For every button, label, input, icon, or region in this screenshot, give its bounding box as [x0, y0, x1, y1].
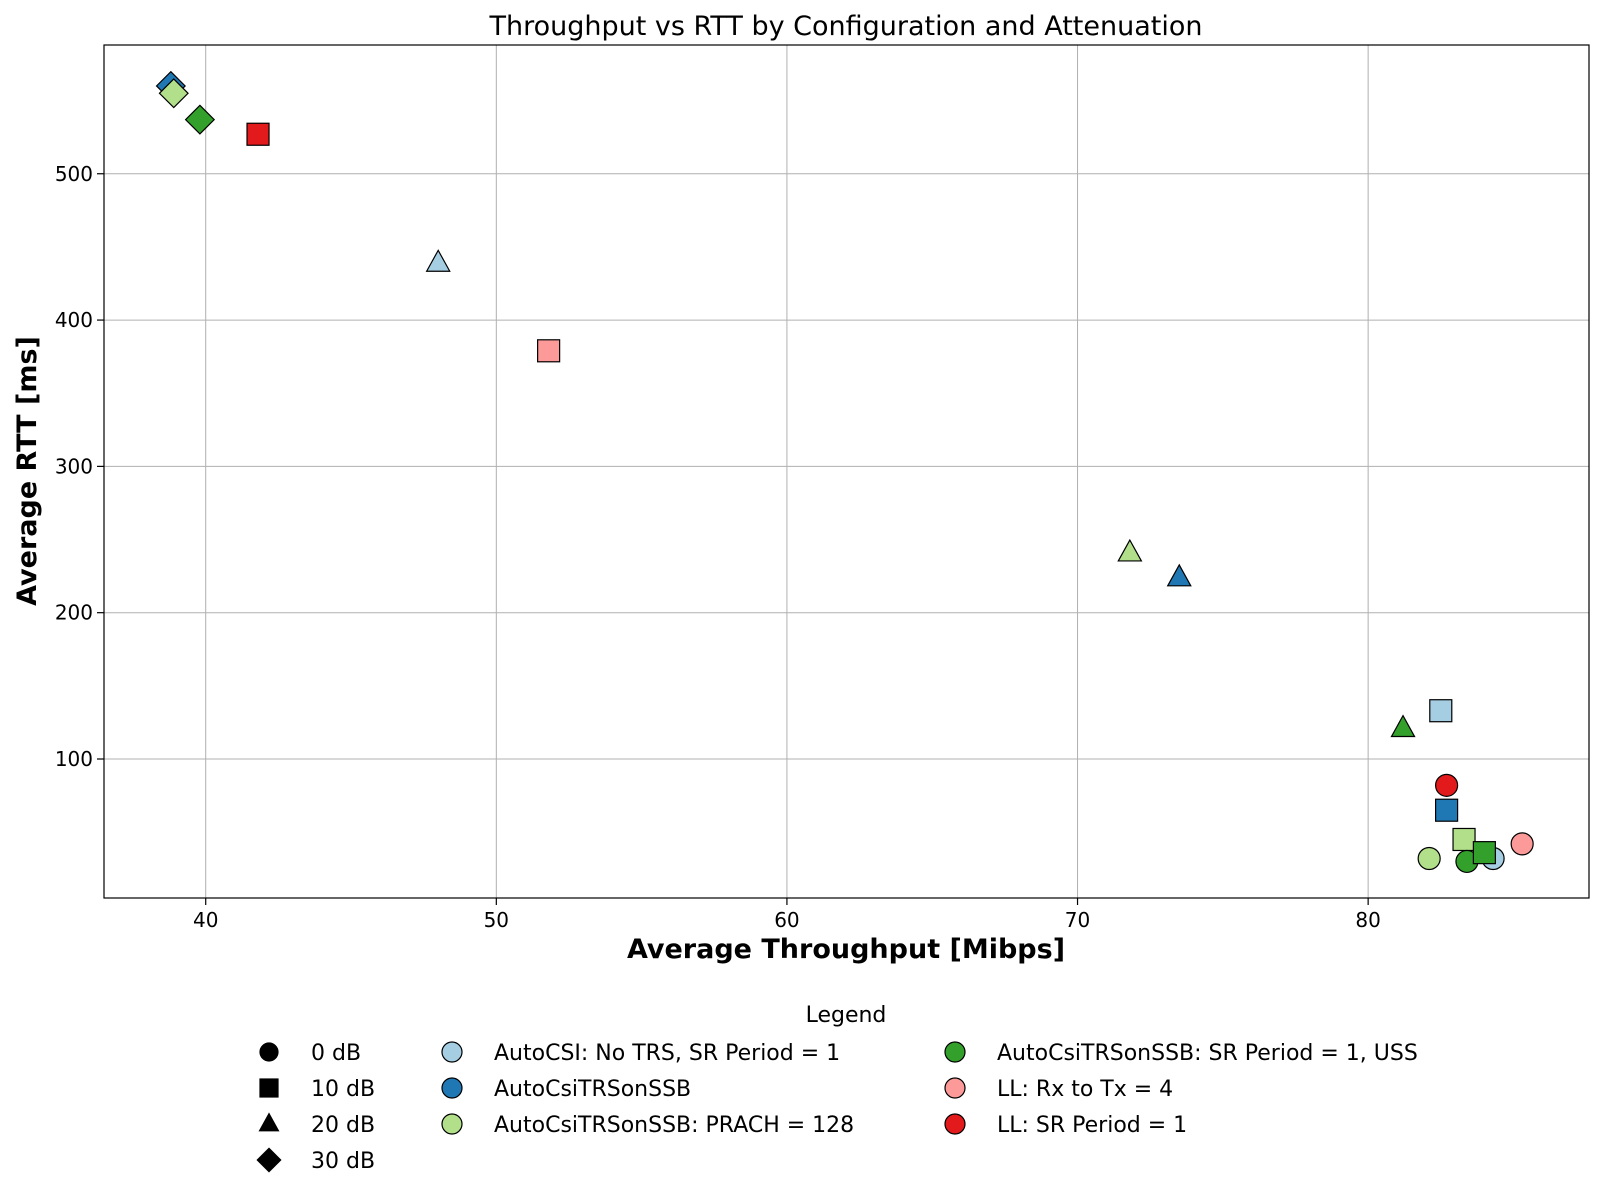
data-point	[1510, 832, 1534, 856]
data-point	[246, 122, 270, 146]
legend-attenuation-label: 30 dB	[311, 1149, 375, 1174]
y-tick-label: 200	[55, 601, 93, 625]
data-point	[1435, 798, 1459, 822]
y-axis-title: Average RTT [ms]	[12, 336, 43, 606]
legend-marker-triangle	[258, 1112, 280, 1132]
data-point	[1429, 699, 1453, 723]
data-point	[158, 78, 189, 109]
data-point	[1117, 538, 1143, 562]
x-tick-label: 80	[1355, 908, 1380, 932]
y-tick-label: 300	[55, 454, 93, 478]
y-tick-label: 500	[55, 162, 93, 186]
legend-series-label: AutoCsiTRSonSSB: PRACH = 128	[494, 1113, 854, 1138]
legend-series-marker	[441, 1041, 463, 1063]
data-point	[1390, 714, 1416, 738]
legend-title: Legend	[806, 1003, 887, 1028]
chart-title: Throughput vs RTT by Configuration and A…	[489, 11, 1203, 42]
legend-series-marker	[944, 1041, 966, 1063]
legend-marker-circle	[259, 1042, 279, 1062]
legend-series-marker	[944, 1113, 966, 1135]
legend-marker-square	[259, 1078, 279, 1098]
legend-series-label: LL: SR Period = 1	[997, 1113, 1187, 1138]
legend: Legend 0 dB 10 dB 20 dB 30 dB AutoCSI: No TR…	[256, 1003, 1418, 1174]
legend-series-label: AutoCSI: No TRS, SR Period = 1	[494, 1041, 840, 1066]
x-tick-label: 70	[1065, 908, 1090, 932]
data-point	[537, 339, 561, 363]
legend-attenuation-label: 0 dB	[311, 1041, 361, 1066]
y-tick-label: 100	[55, 747, 93, 771]
legend-series-marker	[944, 1077, 966, 1099]
plot-frame	[103, 44, 1590, 899]
legend-series-label: AutoCsiTRSonSSB: SR Period = 1, USS	[997, 1041, 1418, 1066]
legend-series-marker	[441, 1077, 463, 1099]
x-tick-label: 40	[193, 908, 218, 932]
data-points	[155, 70, 1534, 874]
legend-marker-diamond	[256, 1147, 282, 1173]
axis-ticks: 40 50 60 70 80 100 200 300 400 500	[55, 162, 1381, 932]
data-point	[1417, 846, 1441, 871]
y-tick-label: 400	[55, 308, 93, 332]
legend-series-label: LL: Rx to Tx = 4	[997, 1077, 1173, 1102]
x-tick-label: 50	[484, 908, 509, 932]
legend-series-marker	[441, 1113, 463, 1135]
data-point	[1435, 773, 1459, 797]
legend-attenuation-label: 20 dB	[311, 1113, 375, 1138]
data-point	[1452, 827, 1476, 852]
legend-attenuation-label: 10 dB	[311, 1077, 375, 1102]
legend-series-label: AutoCsiTRSonSSB	[494, 1077, 691, 1102]
x-tick-label: 60	[774, 908, 799, 932]
grid	[104, 45, 1589, 898]
data-point	[1166, 563, 1192, 587]
data-point	[425, 249, 451, 272]
data-point	[1472, 841, 1496, 865]
x-axis-title: Average Throughput [Mibps]	[627, 934, 1065, 965]
data-point	[184, 104, 216, 135]
